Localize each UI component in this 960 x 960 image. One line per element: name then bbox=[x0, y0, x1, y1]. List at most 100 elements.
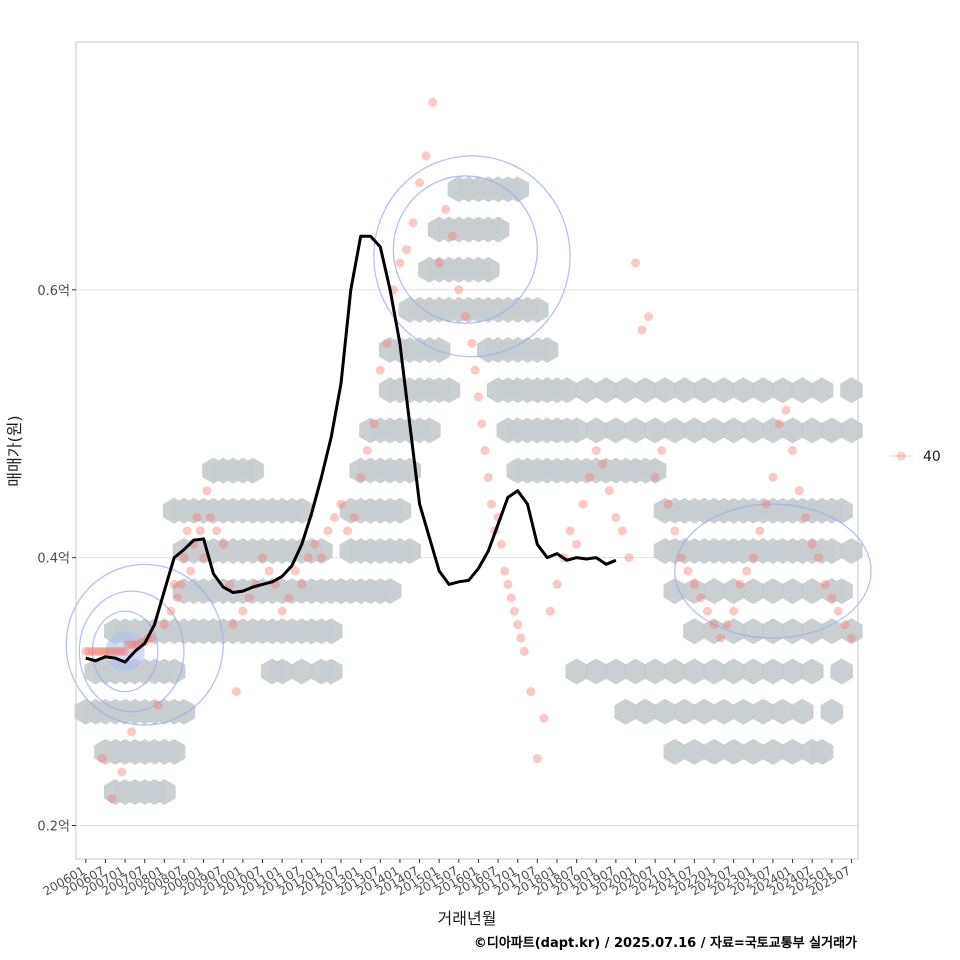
data-point bbox=[722, 620, 732, 630]
data-point bbox=[244, 593, 254, 603]
trend-line bbox=[85, 234, 617, 664]
hexbin-cell bbox=[594, 377, 618, 404]
data-point bbox=[434, 258, 444, 268]
data-point bbox=[644, 312, 654, 322]
hexbin-cell bbox=[653, 698, 677, 725]
data-point bbox=[238, 606, 248, 616]
data-point bbox=[742, 566, 752, 576]
hexbin-cell bbox=[751, 698, 775, 725]
data-point bbox=[94, 646, 104, 656]
data-point bbox=[513, 620, 523, 630]
hexbin-cell bbox=[830, 658, 853, 685]
data-point bbox=[264, 566, 274, 576]
density-contour bbox=[91, 610, 159, 693]
data-point bbox=[290, 566, 300, 576]
hexbin-cell bbox=[663, 578, 686, 605]
data-point bbox=[202, 486, 212, 496]
hexbin-cell bbox=[526, 417, 549, 444]
data-point bbox=[169, 579, 179, 589]
hexbin-cell bbox=[653, 377, 677, 404]
hexbin-cell bbox=[683, 618, 706, 645]
data-point bbox=[509, 606, 519, 616]
data-point bbox=[532, 754, 542, 764]
data-point bbox=[218, 539, 228, 549]
data-point bbox=[192, 512, 202, 522]
data-point bbox=[506, 593, 516, 603]
hexbin-cell bbox=[722, 658, 745, 685]
hexbin-cell bbox=[535, 337, 559, 363]
hexbin-cell bbox=[634, 698, 657, 725]
data-point bbox=[401, 245, 411, 255]
hexbin-cell bbox=[437, 377, 461, 404]
data-point bbox=[676, 553, 686, 563]
data-point bbox=[487, 499, 497, 509]
data-point bbox=[663, 499, 673, 509]
legend: 40 bbox=[889, 449, 941, 465]
hexbin-cell bbox=[702, 658, 726, 685]
hexbin-cell bbox=[162, 658, 186, 685]
hexbin-cell bbox=[634, 377, 657, 404]
data-point bbox=[477, 419, 487, 429]
hexbin-cell bbox=[663, 738, 686, 765]
hexbin-cell bbox=[585, 658, 608, 685]
hexbin-cell bbox=[604, 658, 628, 685]
data-point bbox=[565, 526, 575, 536]
hexbin-cell bbox=[290, 658, 313, 685]
data-point bbox=[788, 446, 798, 455]
hexbin-cell bbox=[820, 538, 844, 564]
data-point bbox=[702, 606, 712, 616]
hexbin-cell bbox=[702, 738, 726, 765]
hexbin-cell bbox=[427, 337, 451, 363]
y-axis-ticks: 0.2억 0.4억 0.6억 bbox=[37, 284, 76, 835]
data-point bbox=[127, 640, 137, 650]
trend-line-layer bbox=[85, 234, 617, 664]
data-point bbox=[176, 579, 186, 589]
data-point bbox=[408, 218, 418, 228]
data-point bbox=[657, 446, 667, 455]
hexbin-cell bbox=[565, 417, 588, 444]
hexbin-cell bbox=[624, 658, 647, 685]
data-point bbox=[503, 579, 513, 589]
data-point bbox=[369, 419, 379, 429]
hexbin-cell bbox=[742, 658, 765, 685]
hexbin-cell bbox=[614, 377, 637, 404]
data-point bbox=[670, 526, 680, 536]
data-point bbox=[460, 312, 470, 322]
hexbin-cell bbox=[771, 698, 794, 725]
data-point bbox=[100, 646, 110, 656]
hexbin-cell bbox=[241, 457, 264, 484]
data-point bbox=[820, 579, 830, 589]
data-point bbox=[801, 512, 811, 522]
hexbin-cell bbox=[702, 618, 726, 645]
data-point bbox=[323, 526, 333, 536]
hexbin-cell bbox=[320, 618, 343, 645]
data-point bbox=[519, 646, 529, 656]
data-point bbox=[277, 606, 287, 616]
hexbin-cell bbox=[781, 738, 804, 765]
hexbin-cell bbox=[820, 417, 844, 444]
density-contour bbox=[392, 175, 538, 324]
data-point bbox=[153, 700, 163, 710]
hexbin-cell bbox=[378, 578, 402, 605]
hexbin-cell bbox=[800, 417, 824, 444]
hexbin-cell bbox=[663, 417, 686, 444]
hexbin-cell bbox=[761, 578, 785, 605]
data-point bbox=[774, 419, 784, 429]
hexbin-cell bbox=[800, 658, 824, 685]
data-point bbox=[117, 646, 127, 656]
data-point bbox=[97, 754, 107, 764]
hexbin-cell bbox=[270, 658, 294, 685]
data-point bbox=[500, 566, 510, 576]
data-point bbox=[415, 178, 425, 188]
hexbin-cell bbox=[742, 738, 765, 765]
hexbin-cell bbox=[732, 698, 755, 725]
hexbin-cell bbox=[663, 658, 686, 685]
data-point bbox=[833, 606, 843, 616]
data-point bbox=[716, 633, 726, 643]
data-point bbox=[604, 486, 614, 496]
panel-border bbox=[75, 41, 859, 860]
hexbin-cell bbox=[761, 658, 785, 685]
data-point bbox=[110, 646, 120, 656]
hexbin-cell bbox=[820, 698, 844, 725]
data-point bbox=[310, 539, 320, 549]
